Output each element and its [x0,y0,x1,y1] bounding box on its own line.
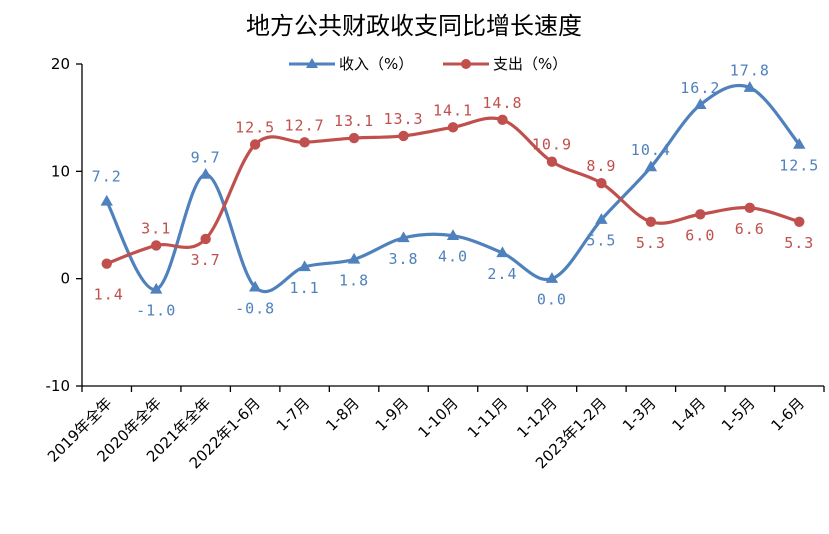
data-label-income: 0.0 [537,291,567,309]
data-point-income [199,168,212,179]
data-label-expenditure: 12.5 [235,119,275,137]
data-label-income: -1.0 [136,301,176,319]
data-point-income [100,194,113,206]
data-point-expenditure [794,216,805,227]
data-point-expenditure [398,130,409,142]
data-label-income: 4.0 [438,248,468,266]
data-label-expenditure: 5.3 [784,234,814,252]
x-tick-label: 1-12月 [513,394,560,441]
x-tick-label: 1-5月 [718,394,759,435]
data-label-income: 5.5 [586,232,616,250]
series-layer [100,81,806,294]
y-tick-label: 10 [51,162,70,180]
x-tick-label: 1-10月 [414,394,461,441]
data-label-expenditure: 12.7 [285,116,325,134]
legend-marker-expenditure [461,59,471,69]
data-label-expenditure: 14.1 [433,101,473,119]
data-point-income [347,252,361,264]
data-point-expenditure [596,177,607,189]
x-tick-label: 1-7月 [273,394,314,435]
x-tick-label: 1-9月 [372,394,413,435]
x-tick-label: 1-11月 [464,394,511,441]
data-label-income: 1.1 [290,279,320,297]
data-label-expenditure: 14.8 [482,94,522,112]
x-tick-label: 1-6月 [767,394,808,435]
data-labels-layer: 7.2 -1.0 9.7 -0.8 1.1 1.8 3.8 4.0 2.4 0.0 5.5 10.4 1… [92,62,819,320]
data-point-income [397,231,410,243]
data-point-expenditure [249,139,261,150]
data-label-expenditure: 8.9 [586,157,616,175]
data-label-income: 3.8 [388,250,418,268]
data-point-expenditure [546,156,558,167]
data-label-income: 1.8 [339,271,369,289]
data-label-expenditure: 6.6 [735,220,765,238]
legend-marker-income [306,58,318,68]
data-point-expenditure [497,114,508,126]
data-point-expenditure [151,240,162,251]
data-label-expenditure: 3.1 [141,219,171,237]
data-point-income [298,260,311,272]
x-tick-label: 1-4月 [669,394,710,435]
y-tick-label: 20 [51,55,70,73]
legend-label-expenditure: 支出（%） [493,55,567,73]
data-point-income [595,213,608,224]
y-tick-label: -10 [46,377,71,395]
chart-title: 地方公共财政收支同比增长速度 [246,12,582,40]
data-point-expenditure [744,202,755,214]
data-point-income [694,98,707,110]
data-label-income: 12.5 [779,157,819,175]
data-point-income [545,272,559,283]
data-label-expenditure: 3.7 [191,251,221,269]
data-label-income: 10.4 [631,141,671,159]
data-point-expenditure [695,209,706,220]
data-point-income [496,246,509,258]
data-label-expenditure: 10.9 [532,136,572,154]
data-point-expenditure [447,122,459,133]
data-label-expenditure: 13.1 [334,112,374,130]
data-point-income [446,229,460,240]
legend-item-income: 收入（%） [289,55,413,73]
data-label-income: -0.8 [235,299,275,317]
data-label-expenditure: 5.3 [636,234,666,252]
x-tick-label: 1-3月 [619,394,660,435]
data-label-income: 17.8 [730,62,770,80]
data-label-income: 2.4 [487,265,517,283]
data-point-income [743,81,756,92]
legend-label-income: 收入（%） [339,55,413,73]
x-tick-label: 1-8月 [322,394,363,435]
data-label-expenditure: 13.3 [383,110,423,128]
data-point-expenditure [101,258,112,269]
data-label-income: 16.2 [680,79,720,97]
data-point-income [644,160,658,172]
data-point-expenditure [645,216,657,227]
data-label-income: 7.2 [92,167,122,185]
data-point-income [150,282,163,294]
legend: 收入（%） 支出（%） [289,55,567,73]
data-point-expenditure [299,137,310,148]
data-point-income [248,280,262,292]
data-point-income [793,138,806,149]
data-point-expenditure [348,132,360,144]
legend-item-expenditure: 支出（%） [443,55,567,73]
data-label-income: 9.7 [191,149,221,167]
data-label-expenditure: 6.0 [685,226,715,244]
y-tick-label: 0 [60,270,70,288]
data-point-expenditure [200,233,211,245]
data-label-expenditure: 1.4 [94,286,124,304]
